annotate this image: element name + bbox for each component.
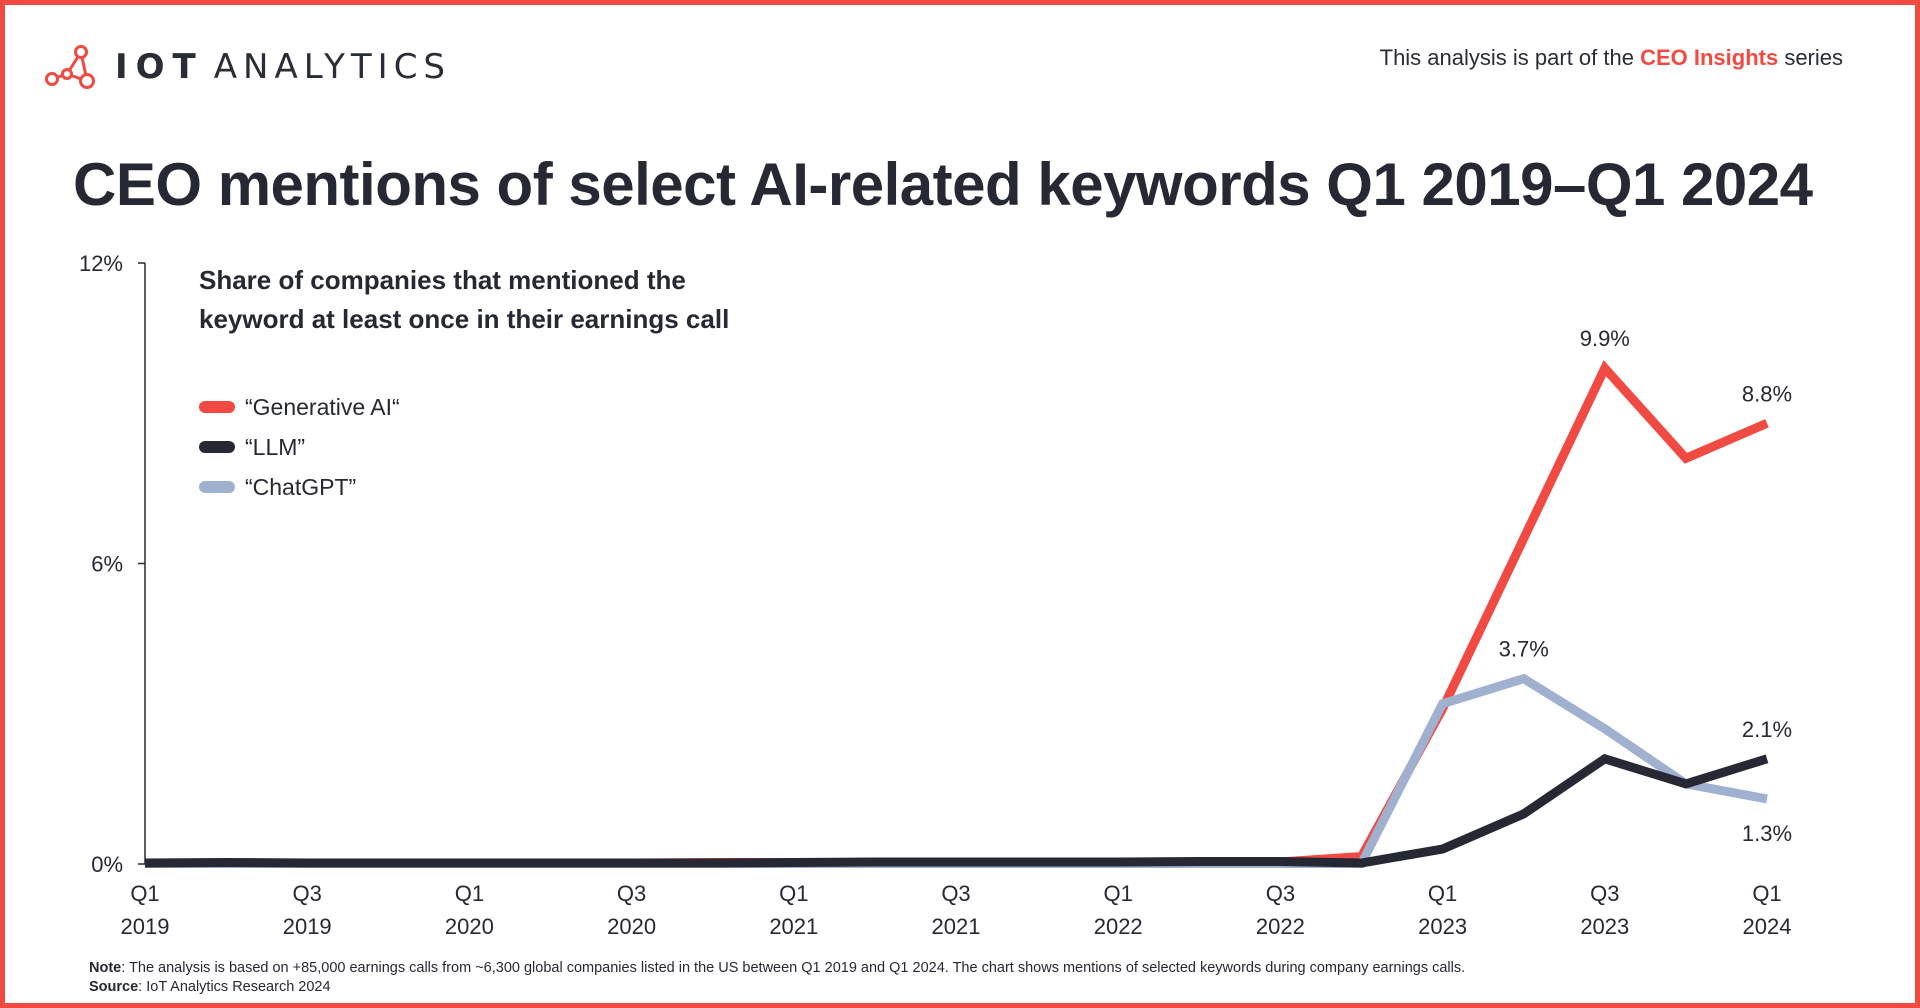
x-tick-label-year: 2023 [1580,914,1629,939]
x-tick-label-quarter: Q1 [455,881,484,906]
x-tick-label-quarter: Q1 [779,881,808,906]
x-tick-label-year: 2020 [445,914,494,939]
y-tick-label: 6% [91,552,123,577]
data-label: 1.3% [1742,821,1792,846]
x-tick-label-quarter: Q1 [1104,881,1133,906]
data-label: 8.8% [1742,381,1792,406]
brand-logo[interactable]: IOT ANALYTICS [43,41,451,93]
series-line-0 [145,360,1769,868]
x-tick-label-year: 2019 [121,914,170,939]
x-tick-label-year: 2020 [607,914,656,939]
chart-series-lines [144,360,1769,868]
x-tick-label-quarter: Q3 [1590,881,1619,906]
series-note: This analysis is part of the CEO Insight… [1380,45,1843,71]
x-tick-label-quarter: Q3 [293,881,322,906]
x-tick-label-quarter: Q3 [1266,881,1295,906]
source-label: Source [89,978,139,995]
chart-axes: 0% 6% 12% Q1 2019 Q3 2019 Q1 2020 Q3 2020 Q1 2021 Q3 2… [79,251,1792,939]
brand-name-light: ANALYTICS [213,47,452,87]
y-tick-label: 12% [79,251,123,276]
legend-label: “ChatGPT” [245,474,356,500]
subtitle-line: Share of companies that mentioned the [199,265,686,295]
x-tick-label-quarter: Q3 [617,881,646,906]
molecule-icon [45,45,95,89]
subtitle-line: keyword at least once in their earnings … [199,304,729,334]
x-tick-label-quarter: Q3 [941,881,970,906]
x-tick-label-quarter: Q1 [130,881,159,906]
footnotes: Note: The analysis is based on +85,000 e… [89,959,1465,997]
data-label: 9.9% [1580,326,1630,351]
chart-subtitle: Share of companies that mentioned the key… [199,265,729,334]
note-line: Note: The analysis is based on +85,000 e… [89,959,1465,978]
x-tick-label-year: 2021 [769,914,818,939]
note-label: Note [89,960,122,976]
chart-data-labels: 9.9% 8.8% 3.7% 2.1% 1.3% [1499,326,1792,846]
chart-legend: “Generative AI“ “LLM” “ChatGPT” [199,394,400,500]
data-label: 2.1% [1742,717,1792,742]
x-tick-label-year: 2023 [1418,914,1467,939]
series-line-2 [145,673,1768,868]
source-line: Source: IoT Analytics Research 2024 [89,978,1465,997]
x-tick-label-quarter: Q1 [1752,881,1781,906]
x-tick-label-quarter: Q1 [1428,881,1457,906]
page-title: CEO mentions of select AI-related keywor… [73,151,1813,218]
x-tick-label-year: 2019 [283,914,332,939]
x-tick-label-year: 2022 [1256,914,1305,939]
legend-label: “Generative AI“ [245,394,400,420]
y-tick-label: 0% [91,852,123,877]
brand-name: IOT ANALYTICS [115,47,451,87]
x-tick-label-year: 2022 [1094,914,1143,939]
legend-label: “LLM” [245,434,305,460]
data-label: 3.7% [1499,637,1549,662]
series-name-link[interactable]: CEO Insights [1640,45,1779,70]
line-chart: 0% 6% 12% Q1 2019 Q3 2019 Q1 2020 Q3 2020 Q1 2021 Q3 2… [79,251,1792,939]
series-note-suffix: series [1778,45,1843,70]
x-tick-label-year: 2021 [932,914,981,939]
brand-name-bold: IOT [115,47,204,87]
source-text: : IoT Analytics Research 2024 [138,978,331,995]
series-line-1 [144,753,1769,868]
note-text: : The analysis is based on +85,000 earni… [121,960,1466,976]
series-note-prefix: This analysis is part of the [1379,45,1641,70]
x-tick-label-year: 2024 [1743,914,1792,939]
